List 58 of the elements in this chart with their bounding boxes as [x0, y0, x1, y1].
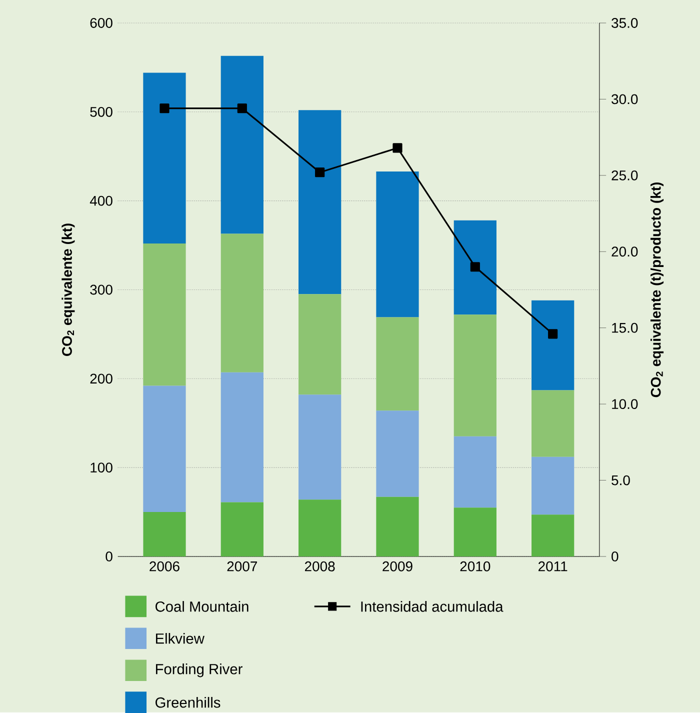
bar — [454, 436, 496, 508]
bar — [143, 386, 186, 512]
x-tick-label: 2008 — [304, 561, 335, 572]
bar — [376, 496, 419, 556]
y2-tick-label: 20.0 — [612, 246, 638, 257]
y-tick-label: 300 — [90, 284, 112, 295]
y-tick-label: 400 — [90, 196, 112, 206]
x-tick-label: 2009 — [382, 561, 412, 572]
bar — [298, 294, 341, 395]
point — [160, 104, 170, 114]
x-tick-label: 2010 — [460, 561, 490, 572]
bar — [143, 243, 186, 386]
y2-tick-label: 25.0 — [612, 170, 638, 180]
bar — [531, 300, 574, 390]
y-tick-label: 200 — [90, 374, 112, 384]
bar — [220, 372, 264, 502]
y2-tick-label: 15.0 — [612, 322, 638, 333]
x-tick-label: 2011 — [538, 561, 567, 572]
bar — [454, 508, 496, 556]
legend-label: Greenhills — [155, 696, 220, 708]
x-tick-label: 2007 — [227, 561, 257, 572]
y2-axis-title: CO$_{2}$ equivalente (t)/producto (kt) — [650, 182, 664, 398]
bar — [143, 512, 186, 556]
bar — [220, 234, 264, 372]
point — [548, 329, 558, 339]
bar — [298, 394, 341, 500]
y2-tick-label: 35.0 — [611, 18, 638, 28]
y-tick-label: 600 — [90, 18, 112, 28]
bar — [454, 314, 496, 436]
bar — [376, 410, 419, 497]
y2-tick-label: 10.0 — [612, 399, 638, 410]
y2-tick-label: 0 — [611, 552, 618, 562]
bar — [531, 456, 574, 515]
y-tick-label: 500 — [90, 106, 112, 117]
bar — [531, 514, 574, 556]
y-tick-label: 0 — [106, 552, 112, 562]
bar — [220, 502, 264, 556]
legend-label: Intensidad acumulada — [361, 601, 504, 612]
bar — [298, 500, 341, 556]
bar — [531, 390, 574, 457]
point — [237, 104, 247, 114]
y2-tick-label: 30.0 — [611, 94, 638, 104]
point — [314, 168, 324, 178]
bar — [143, 72, 186, 244]
legend-label: Elkview — [156, 633, 204, 644]
bar — [454, 220, 496, 315]
bar — [298, 110, 341, 294]
y-axis-title: CO$_{2}$ equivalente (kt) — [62, 224, 75, 356]
bar — [376, 317, 419, 411]
x-tick-label: 2006 — [149, 561, 180, 572]
point — [470, 262, 480, 272]
bar — [376, 171, 419, 318]
bar — [220, 56, 264, 234]
legend-label: Fording River — [156, 664, 242, 678]
legend-label: Coal Mountain — [155, 601, 248, 612]
point — [392, 143, 402, 153]
y-tick-label: 100 — [90, 462, 112, 473]
y2-tick-label: 5.0 — [611, 475, 630, 486]
